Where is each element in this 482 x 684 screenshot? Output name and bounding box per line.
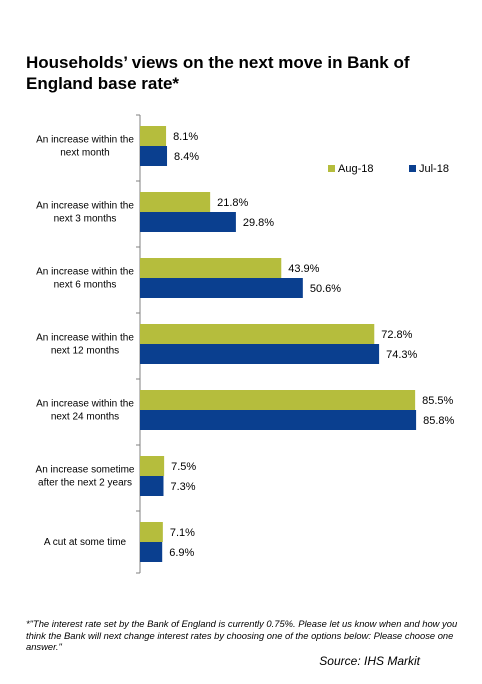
data-label: 7.5% xyxy=(171,461,196,473)
data-label: 21.8% xyxy=(217,197,248,209)
bar-aug-18 xyxy=(140,192,211,212)
category-label: An increase sometime after the next 2 yea… xyxy=(36,465,135,489)
category-label-line: next 24 months xyxy=(51,412,119,423)
data-label: 85.5% xyxy=(422,395,453,407)
category-label: An increase within the next 12 months xyxy=(36,333,134,357)
legend-label: Jul-18 xyxy=(419,163,449,175)
bar-jul-18 xyxy=(140,212,236,232)
category-label-line: An increase within the xyxy=(36,399,134,410)
bar-aug-18 xyxy=(140,456,165,476)
legend-swatch xyxy=(409,165,416,172)
category-label: An increase within the next month xyxy=(36,135,134,159)
category-label: A cut at some time xyxy=(44,537,127,548)
data-label: 7.1% xyxy=(170,527,195,539)
category-label-line: next month xyxy=(60,148,109,159)
bar-aug-18 xyxy=(140,258,282,278)
plot-area: An increase within the next month 8.1% 8.4%… xyxy=(36,114,455,574)
category-label-line: An increase within the xyxy=(36,267,134,278)
data-label: 8.1% xyxy=(173,131,198,143)
data-label: 43.9% xyxy=(288,263,319,275)
footnote: *"The interest rate set by the Bank of E… xyxy=(26,618,458,652)
data-label: 74.3% xyxy=(386,349,417,361)
bar-jul-18 xyxy=(140,344,380,364)
data-label: 72.8% xyxy=(381,329,412,341)
bar-jul-18 xyxy=(140,278,303,298)
bar-aug-18 xyxy=(140,522,163,542)
data-label: 6.9% xyxy=(169,547,194,559)
legend-swatch xyxy=(328,165,335,172)
data-label: 8.4% xyxy=(174,151,199,163)
bar-aug-18 xyxy=(140,390,416,410)
category-label-line: An increase within the xyxy=(36,135,134,146)
category-label-line: An increase within the xyxy=(36,201,134,212)
category-label-line: next 12 months xyxy=(51,346,119,357)
category-label-line: next 6 months xyxy=(54,280,117,291)
legend-label: Aug-18 xyxy=(338,163,373,175)
bar-jul-18 xyxy=(140,146,168,166)
category-label-line: An increase within the xyxy=(36,333,134,344)
category-label-line: A cut at some time xyxy=(44,537,127,548)
bar-jul-18 xyxy=(140,542,163,562)
bar-jul-18 xyxy=(140,476,164,496)
category-label: An increase within the next 6 months xyxy=(36,267,134,291)
legend: Aug-18 Jul-18 xyxy=(328,163,449,175)
category-label-line: after the next 2 years xyxy=(38,478,132,489)
category-label: An increase within the next 24 months xyxy=(36,399,134,423)
source-note: Source: IHS Markit xyxy=(319,654,420,668)
category-label-line: next 3 months xyxy=(54,214,117,225)
data-label: 85.8% xyxy=(423,415,454,427)
data-label: 29.8% xyxy=(243,217,274,229)
bar-aug-18 xyxy=(140,324,375,344)
category-label-line: An increase sometime xyxy=(36,465,135,476)
bar-jul-18 xyxy=(140,410,417,430)
data-label: 50.6% xyxy=(310,283,341,295)
chart-title: Households’ views on the next move in Ba… xyxy=(26,53,410,93)
data-label: 7.3% xyxy=(170,481,195,493)
bar-aug-18 xyxy=(140,126,167,146)
category-label: An increase within the next 3 months xyxy=(36,201,134,225)
